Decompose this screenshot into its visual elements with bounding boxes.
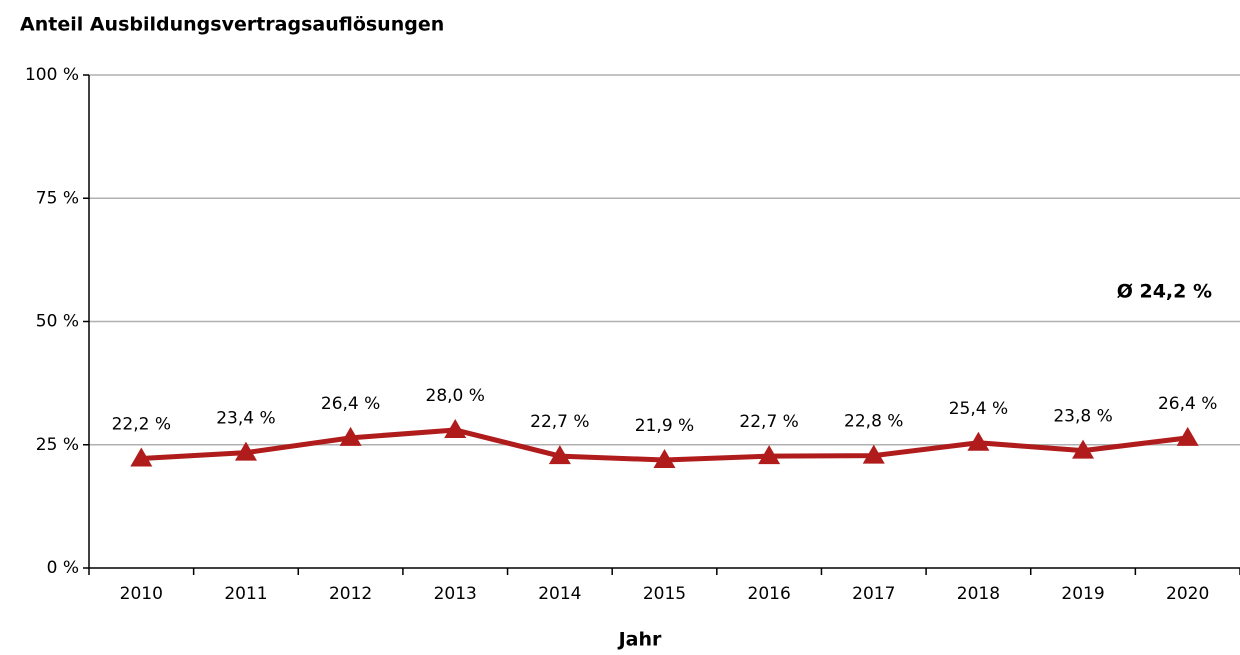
marker: [758, 445, 781, 465]
y-tick-label: 100 %: [25, 65, 79, 85]
marker: [339, 426, 362, 446]
y-tick-label: 50 %: [36, 312, 79, 332]
marker: [862, 444, 885, 464]
x-tick-label: 2014: [538, 584, 581, 604]
value-label: 22,7 %: [739, 412, 798, 432]
chart-title: Anteil Ausbildungsvertragsauflösungen: [20, 14, 444, 36]
marker: [1072, 439, 1095, 459]
x-tick-label: 2018: [957, 584, 1000, 604]
value-label: 23,8 %: [1053, 407, 1112, 427]
x-tick-label: 2010: [120, 584, 163, 604]
x-tick-label: 2011: [224, 584, 267, 604]
value-label: 21,9 %: [635, 416, 694, 436]
marker: [548, 445, 571, 465]
y-tick-label: 0 %: [47, 558, 79, 578]
value-label: 28,0 %: [426, 386, 485, 406]
x-tick-label: 2020: [1166, 584, 1209, 604]
x-axis-label: Jahr: [617, 629, 662, 651]
x-tick-label: 2015: [643, 584, 686, 604]
marker: [1176, 426, 1199, 446]
value-label: 22,2 %: [112, 415, 171, 435]
value-label: 25,4 %: [949, 399, 1008, 419]
marker: [130, 447, 153, 467]
value-label: 22,7 %: [530, 412, 589, 432]
value-label: 26,4 %: [1158, 394, 1217, 414]
annotation: Ø 24,2 %: [1117, 281, 1212, 303]
value-label: 22,8 %: [844, 412, 903, 432]
x-tick-label: 2013: [434, 584, 477, 604]
marker: [444, 418, 467, 438]
x-tick-label: 2012: [329, 584, 372, 604]
x-tick-label: 2017: [852, 584, 895, 604]
x-tick-label: 2016: [748, 584, 791, 604]
marker: [653, 449, 676, 469]
y-tick-label: 25 %: [36, 435, 79, 455]
x-tick-label: 2019: [1061, 584, 1104, 604]
marker: [967, 431, 990, 451]
marker: [234, 441, 257, 461]
value-label: 26,4 %: [321, 394, 380, 414]
value-label: 23,4 %: [216, 409, 275, 429]
y-tick-label: 75 %: [36, 188, 79, 208]
